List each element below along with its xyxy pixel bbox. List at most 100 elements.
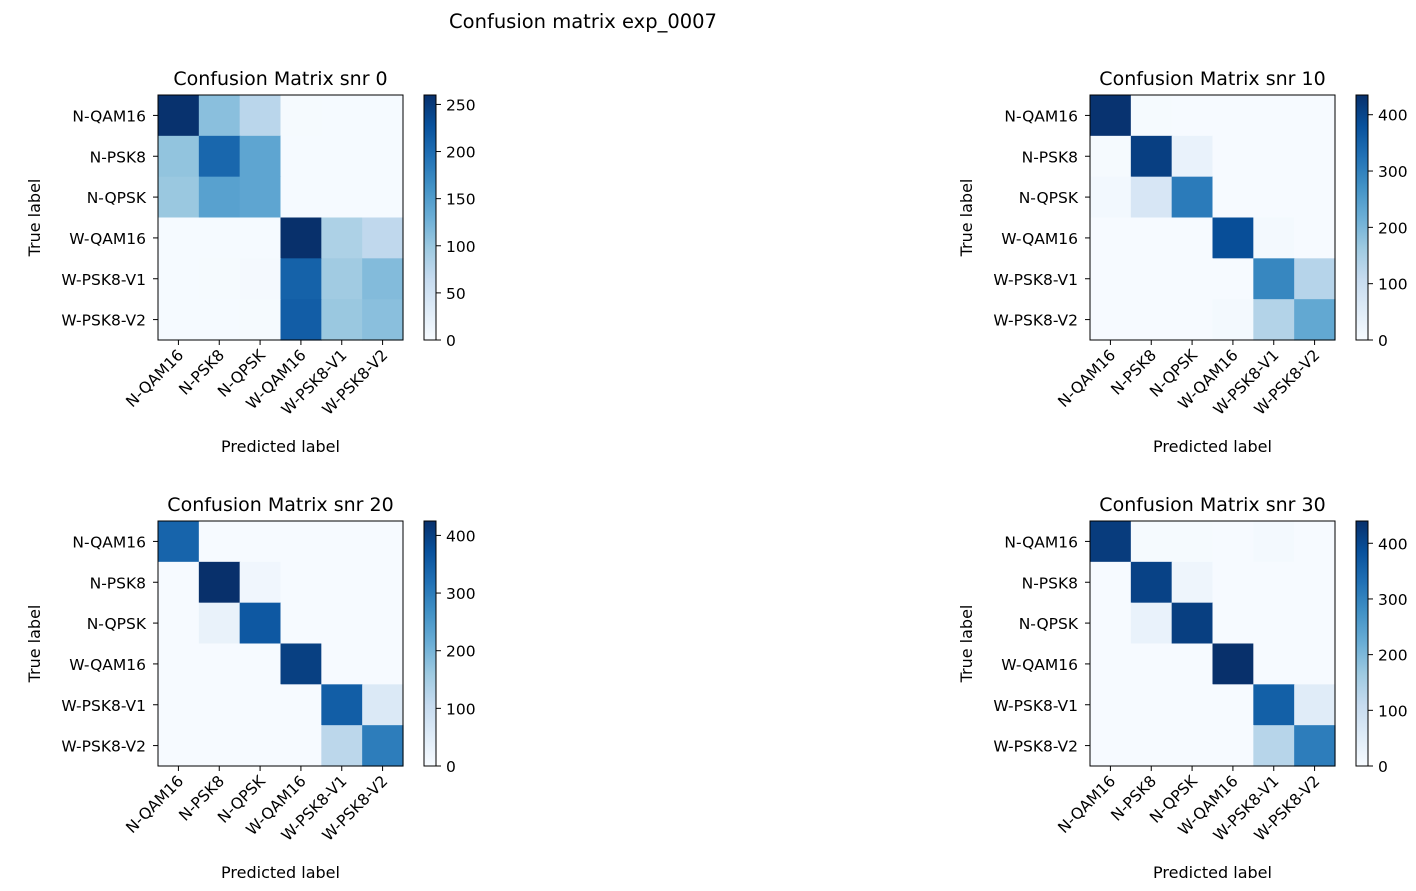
heatmap-cell-r2-c5 xyxy=(1294,176,1336,219)
heatmap-cell-r5-c1 xyxy=(1130,725,1173,767)
heatmap-cell-r1-c3 xyxy=(280,561,322,604)
panel-title: Confusion Matrix snr 10 xyxy=(1099,68,1325,90)
heatmap-cell-r2-c0 xyxy=(1090,176,1132,219)
heatmap-cell-r0-c2 xyxy=(1171,521,1214,563)
colorbar-tick-label: 400 xyxy=(1378,535,1408,553)
heatmap-cell-r5-c3 xyxy=(1212,299,1254,341)
heatmap-cell-r3-c2 xyxy=(239,643,282,685)
heatmap-cell-r2-c4 xyxy=(321,176,363,219)
colorbar-tick-label: 0 xyxy=(1378,332,1388,350)
heatmap-cell-r1-c1 xyxy=(1130,135,1173,178)
heatmap-cell-r0-c2 xyxy=(239,521,282,563)
heatmap-cell-r4-c2 xyxy=(1171,684,1214,726)
heatmap-cell-r0-c5 xyxy=(362,95,404,137)
y-tick-label: N-QPSK xyxy=(1019,189,1079,207)
confusion-matrix-panel-3: Confusion Matrix snr 30 N-QAM16 N-PSK8 N-QP… xyxy=(957,494,1408,882)
heatmap-cell-r0-c5 xyxy=(362,521,404,563)
colorbar-tick-label: 0 xyxy=(1378,758,1388,776)
colorbar xyxy=(423,520,437,767)
heatmap-cell-r3-c5 xyxy=(362,643,404,685)
heatmap-cell-r1-c0 xyxy=(1090,135,1132,178)
y-tick-label: W-PSK8-V2 xyxy=(993,312,1078,330)
heatmap-cell-r3-c1 xyxy=(198,643,241,685)
heatmap-cell-r1-c0 xyxy=(1090,561,1132,604)
y-tick-label: N-PSK8 xyxy=(1022,148,1078,166)
heatmap-cell-r4-c0 xyxy=(1090,258,1132,300)
heatmap-cell-r0-c4 xyxy=(321,95,363,137)
y-axis-label: True label xyxy=(25,605,44,684)
y-tick-label: N-QPSK xyxy=(87,615,147,633)
heatmap-cell-r1-c4 xyxy=(321,135,363,178)
heatmap-cell-r3-c5 xyxy=(362,217,404,259)
colorbar-tick-label: 150 xyxy=(446,191,476,209)
colorbar-tick-label: 0 xyxy=(446,332,456,350)
colorbar-tick-label: 100 xyxy=(1378,276,1408,294)
y-tick-label: W-PSK8-V2 xyxy=(993,738,1078,756)
colorbar-tick-label: 100 xyxy=(1378,702,1408,720)
panel-title: Confusion Matrix snr 0 xyxy=(173,68,387,90)
heatmap-cell-r4-c3 xyxy=(1212,684,1254,726)
heatmap-cell-r4-c2 xyxy=(239,258,282,300)
colorbar-tick-label: 100 xyxy=(446,700,476,718)
heatmap-cell-r5-c1 xyxy=(198,299,241,341)
y-tick-label: W-PSK8-V1 xyxy=(993,697,1078,715)
heatmap-cell-r4-c0 xyxy=(158,684,200,726)
y-tick-label: N-PSK8 xyxy=(90,574,146,592)
heatmap-cell-r1-c2 xyxy=(239,561,282,604)
heatmap-cell-r5-c0 xyxy=(1090,725,1132,767)
heatmap-cell-r1-c0 xyxy=(158,135,200,178)
y-tick-label: W-QAM16 xyxy=(69,230,146,248)
x-axis-label: Predicted label xyxy=(221,437,340,456)
heatmap-cell-r1-c0 xyxy=(158,561,200,604)
heatmap-cell-r0-c2 xyxy=(1171,95,1214,137)
heatmap-cell-r3-c4 xyxy=(1253,643,1295,685)
heatmap-cell-r3-c3 xyxy=(280,643,322,685)
heatmap-cell-r3-c2 xyxy=(1171,643,1214,685)
heatmap-cell-r3-c3 xyxy=(1212,643,1254,685)
heatmap-cell-r4-c1 xyxy=(198,684,241,726)
heatmap-cell-r4-c4 xyxy=(1253,684,1295,726)
colorbar-tick-label: 200 xyxy=(446,144,476,162)
heatmap-cell-r5-c5 xyxy=(1294,725,1336,767)
heatmap-cell-r0-c3 xyxy=(1212,521,1254,563)
heatmap-cell-r2-c1 xyxy=(1130,176,1173,219)
heatmap-cell-r3-c2 xyxy=(239,217,282,259)
heatmap-cell-r5-c5 xyxy=(1294,299,1336,341)
heatmap-cell-r5-c0 xyxy=(158,725,200,767)
heatmap-cell-r4-c1 xyxy=(198,258,241,300)
heatmap-cell-r3-c3 xyxy=(1212,217,1254,259)
heatmap-cell-r2-c4 xyxy=(321,602,363,645)
heatmap-cell-r4-c1 xyxy=(1130,258,1173,300)
heatmap-cell-r1-c4 xyxy=(1253,135,1295,178)
y-tick-label: W-PSK8-V2 xyxy=(61,312,146,330)
colorbar-tick-label: 200 xyxy=(446,643,476,661)
heatmap-cell-r4-c3 xyxy=(280,258,322,300)
heatmap-cell-r5-c5 xyxy=(362,299,404,341)
y-tick-label: N-QAM16 xyxy=(1004,533,1078,551)
heatmap-cell-r0-c0 xyxy=(158,95,200,137)
confusion-matrix-panel-2: Confusion Matrix snr 20 N-QAM16 N-PSK8 N-QP… xyxy=(25,494,476,882)
colorbar xyxy=(423,94,437,341)
heatmap-cell-r4-c2 xyxy=(239,684,282,726)
heatmap-cell-r0-c5 xyxy=(1294,95,1336,137)
heatmap-cell-r5-c2 xyxy=(1171,725,1214,767)
heatmap-cell-r4-c4 xyxy=(321,258,363,300)
heatmap-cell-r3-c0 xyxy=(158,643,200,685)
y-tick-label: N-QAM16 xyxy=(72,533,146,551)
heatmap-cell-r5-c3 xyxy=(1212,725,1254,767)
y-axis-label: True label xyxy=(957,179,976,258)
heatmap-cell-r1-c4 xyxy=(321,561,363,604)
colorbar-tick-label: 300 xyxy=(1378,163,1408,181)
colorbar xyxy=(1355,520,1369,767)
heatmap-cell-r4-c3 xyxy=(280,684,322,726)
heatmap-cell-r4-c3 xyxy=(1212,258,1254,300)
colorbar-tick-label: 400 xyxy=(1378,107,1408,125)
x-tick-label: N-QAM16 xyxy=(1054,346,1119,411)
heatmap-cell-r4-c2 xyxy=(1171,258,1214,300)
heatmap-cell-r5-c3 xyxy=(280,725,322,767)
heatmap-cell-r3-c1 xyxy=(1130,643,1173,685)
heatmap-cell-r1-c4 xyxy=(1253,561,1295,604)
heatmap-cell-r5-c2 xyxy=(239,725,282,767)
